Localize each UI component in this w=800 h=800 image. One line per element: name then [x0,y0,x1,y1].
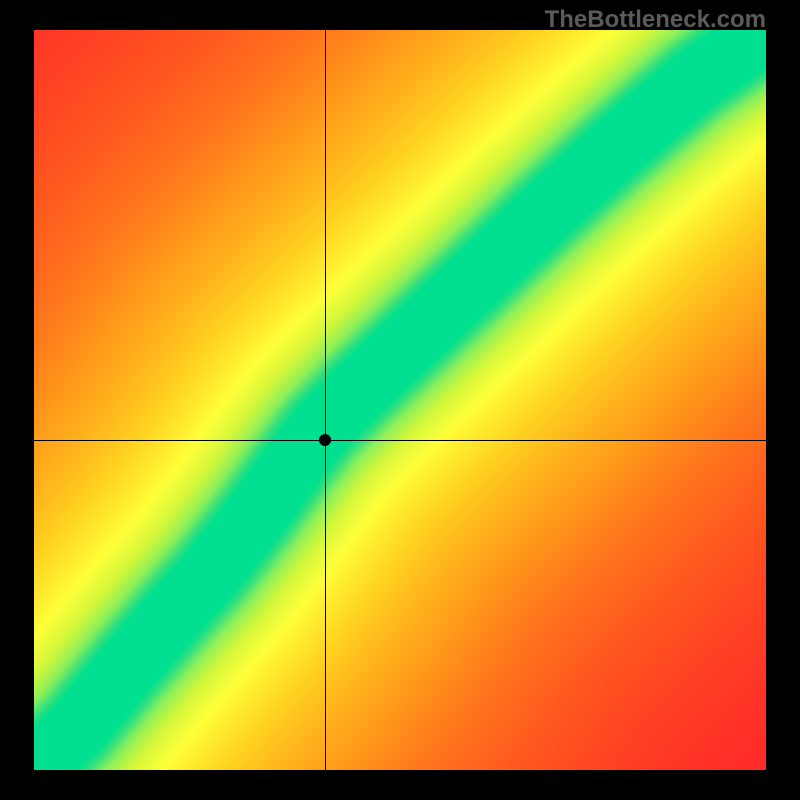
plot-area [34,30,766,770]
watermark-text: TheBottleneck.com [545,6,766,34]
heatmap-canvas [34,30,766,770]
